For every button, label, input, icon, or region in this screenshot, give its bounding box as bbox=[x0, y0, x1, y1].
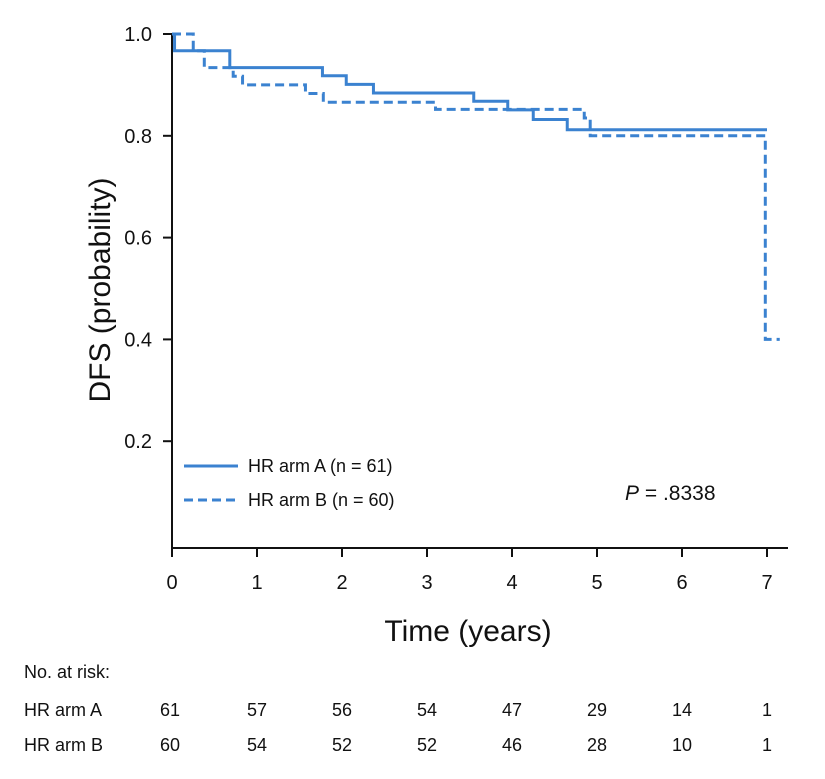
risk-cell: 1 bbox=[762, 735, 772, 755]
risk-cell: 47 bbox=[502, 700, 522, 720]
risk-row-label: HR arm A bbox=[24, 700, 102, 720]
risk-table: No. at risk: HR arm A 61 57 56 54 47 29 14 1 HR a… bbox=[24, 662, 772, 755]
series-line-arm-b bbox=[172, 32, 780, 341]
risk-cell: 57 bbox=[247, 700, 267, 720]
x-axis-title: Time (years) bbox=[384, 615, 551, 648]
legend-label-arm-b: HR arm B (n = 60) bbox=[248, 490, 395, 510]
y-tick-label: 0.6 bbox=[124, 228, 152, 250]
ticks: 0 1 2 3 4 5 6 7 0.2 0.4 0.6 0.8 1.0 bbox=[124, 24, 772, 594]
risk-table-title: No. at risk: bbox=[24, 662, 110, 682]
risk-cell: 54 bbox=[247, 735, 267, 755]
legend: HR arm A (n = 61) HR arm B (n = 60) bbox=[184, 456, 395, 510]
risk-cell: 52 bbox=[417, 735, 437, 755]
risk-cell: 10 bbox=[672, 735, 692, 755]
x-tick-label: 7 bbox=[761, 572, 772, 594]
risk-cell: 1 bbox=[762, 700, 772, 720]
risk-cell: 56 bbox=[332, 700, 352, 720]
y-tick-label: 0.4 bbox=[124, 329, 152, 351]
risk-cell: 60 bbox=[160, 735, 180, 755]
x-tick-label: 3 bbox=[421, 572, 432, 594]
p-value-text: = .8338 bbox=[639, 482, 715, 505]
risk-row-label: HR arm B bbox=[24, 735, 103, 755]
x-tick-label: 2 bbox=[336, 572, 347, 594]
y-tick-label: 1.0 bbox=[124, 24, 152, 46]
x-tick-label: 5 bbox=[591, 572, 602, 594]
x-tick-label: 1 bbox=[251, 572, 262, 594]
axes bbox=[171, 34, 788, 549]
y-tick-label: 0.2 bbox=[124, 431, 152, 453]
curves bbox=[172, 32, 780, 341]
y-tick-label: 0.8 bbox=[124, 126, 152, 148]
risk-cell: 54 bbox=[417, 700, 437, 720]
y-axis-title: DFS (probability) bbox=[84, 177, 117, 402]
legend-label-arm-a: HR arm A (n = 61) bbox=[248, 456, 393, 476]
x-tick-label: 4 bbox=[506, 572, 517, 594]
x-tick-label: 0 bbox=[166, 572, 177, 594]
risk-cell: 52 bbox=[332, 735, 352, 755]
risk-cell: 46 bbox=[502, 735, 522, 755]
risk-cell: 61 bbox=[160, 700, 180, 720]
p-value-symbol: P bbox=[625, 482, 639, 505]
series-line-arm-a bbox=[172, 32, 767, 132]
risk-cell: 29 bbox=[587, 700, 607, 720]
p-value-annotation: P = .8338 bbox=[625, 482, 716, 505]
risk-cell: 28 bbox=[587, 735, 607, 755]
risk-cell: 14 bbox=[672, 700, 692, 720]
x-tick-label: 6 bbox=[676, 572, 687, 594]
